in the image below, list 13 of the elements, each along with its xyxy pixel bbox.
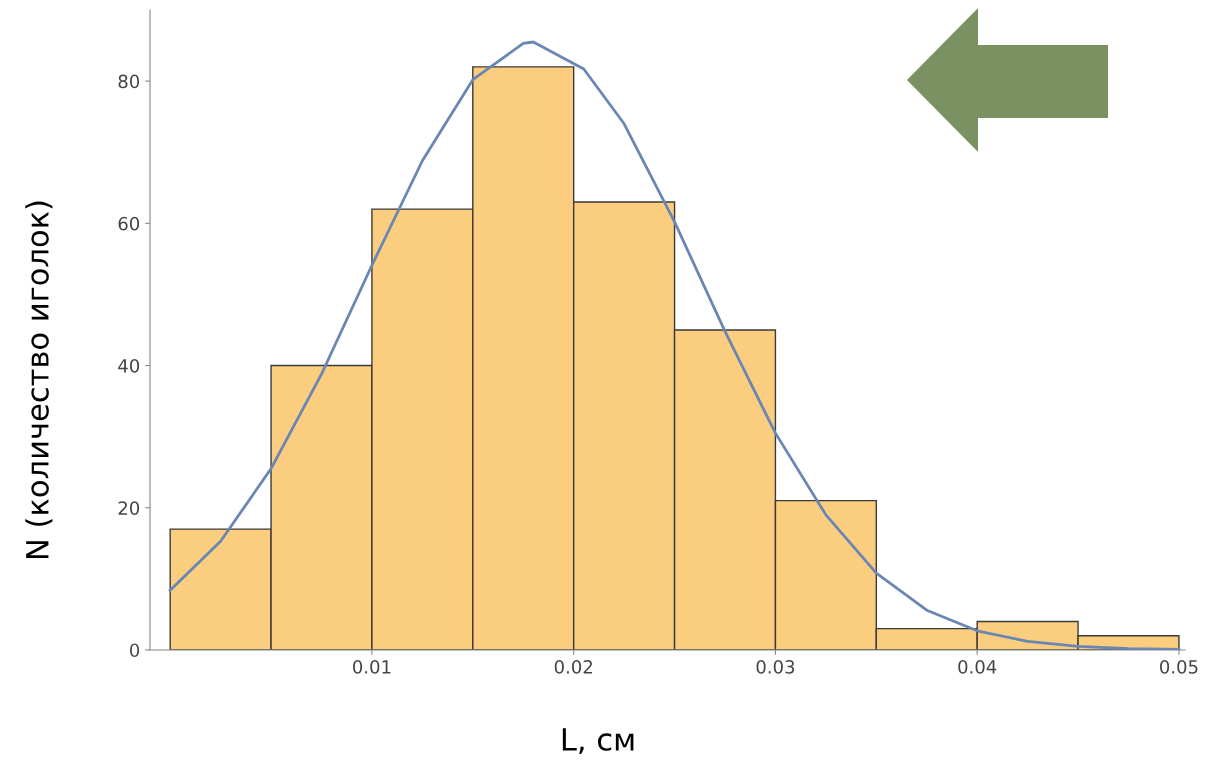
y-tick-label: 60 bbox=[118, 216, 140, 231]
x-tick-label: 0.01 bbox=[353, 660, 391, 674]
y-tick-label: 40 bbox=[118, 359, 140, 373]
y-tick-label: 0 bbox=[129, 643, 140, 658]
line-series bbox=[168, 40, 1181, 650]
x-tick-label: 0.04 bbox=[958, 660, 997, 674]
y-tick-label: 20 bbox=[118, 501, 140, 515]
x-tick-label: 0.05 bbox=[1160, 660, 1198, 674]
y-tick-label: 80 bbox=[118, 74, 140, 89]
x-tick-label: 0.03 bbox=[756, 660, 795, 674]
y-axis-title: N (количество иголок) bbox=[25, 201, 53, 559]
x-axis-title: L, см bbox=[562, 728, 634, 754]
x-tick-label: 0.02 bbox=[554, 660, 592, 674]
